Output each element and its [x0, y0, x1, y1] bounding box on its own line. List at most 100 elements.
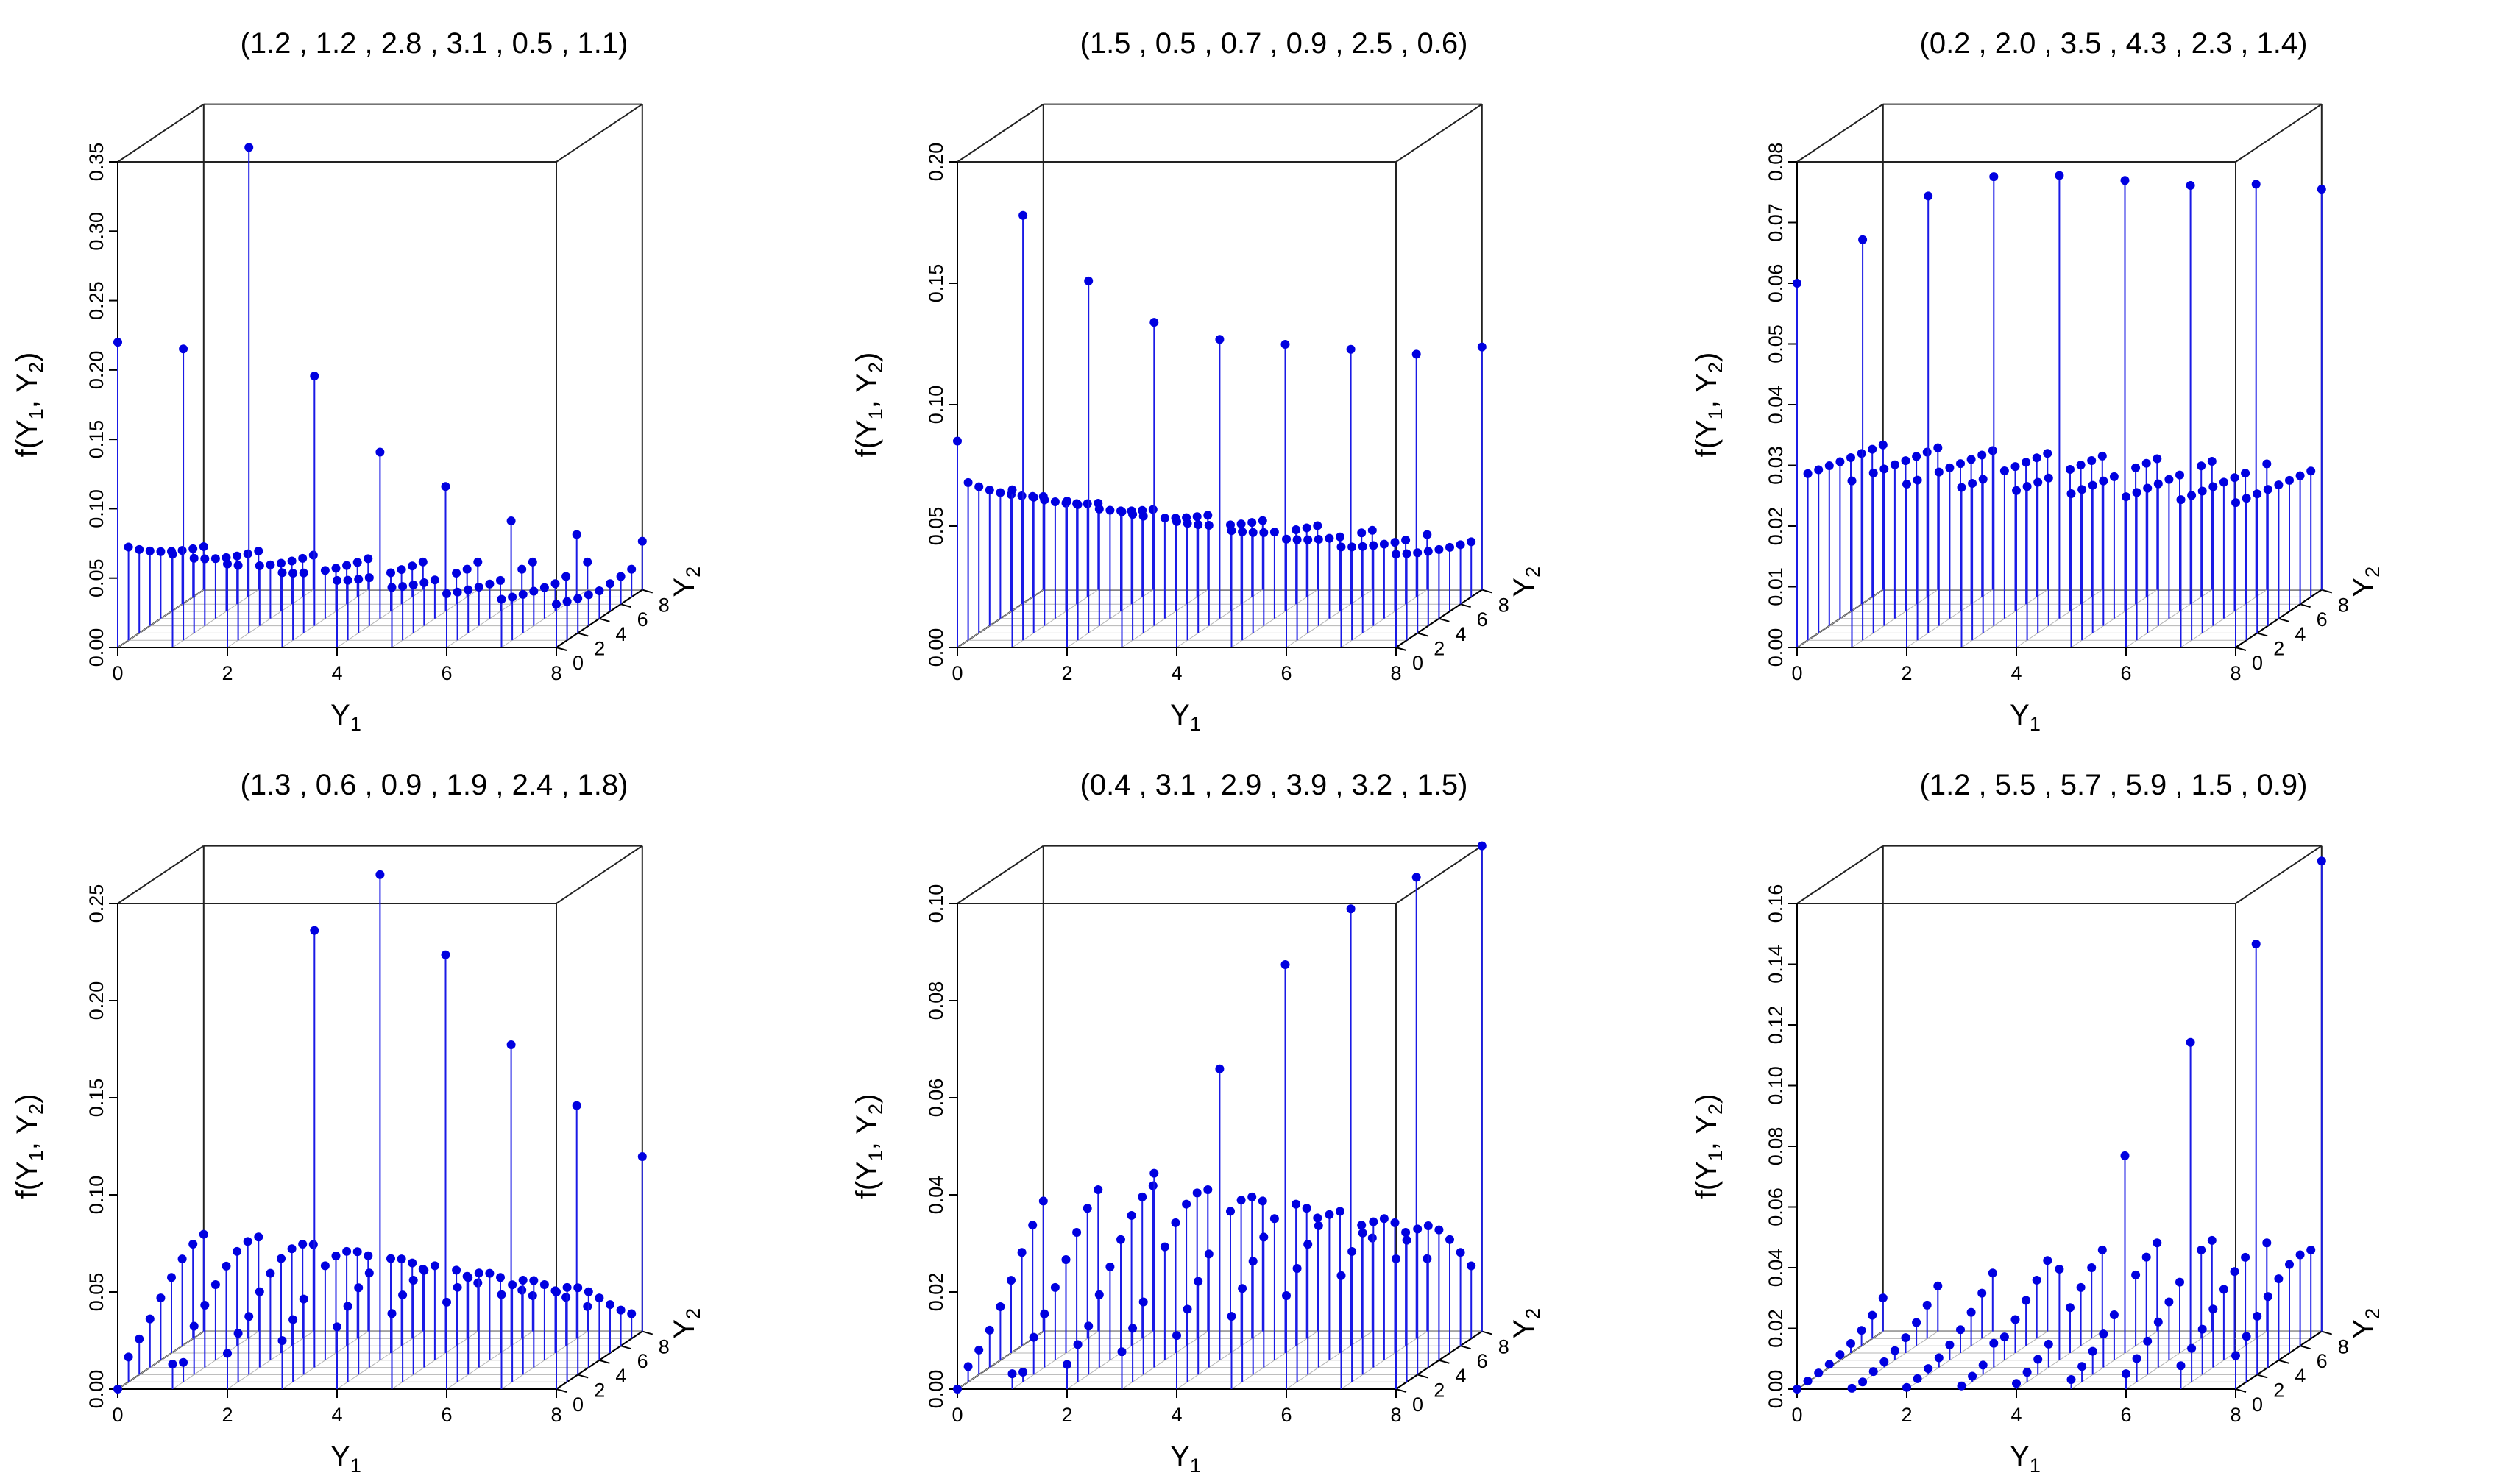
data-point [1999, 466, 2009, 475]
data-point [2066, 1303, 2075, 1313]
data-point [1303, 535, 1313, 544]
x-axis-label: Y1 [1170, 1441, 1201, 1477]
data-point [627, 564, 637, 574]
data-point [266, 560, 275, 569]
data-point [343, 575, 352, 585]
data-point [1390, 538, 1400, 547]
data-point [1325, 533, 1334, 543]
floor-grid-line [1231, 1331, 1318, 1390]
z-tick-label: 0.15 [85, 1079, 107, 1118]
data-point [1302, 523, 1311, 533]
data-point [1467, 1261, 1476, 1271]
data-point [308, 1240, 318, 1249]
data-point [1423, 1221, 1433, 1231]
data-point [1956, 459, 1965, 469]
data-point [550, 579, 560, 589]
z-tick-label: 0.05 [85, 1273, 107, 1312]
y-tick-mark [2256, 632, 2268, 637]
data-point [408, 561, 417, 571]
data-point [1824, 1360, 1834, 1369]
data-point [277, 568, 287, 578]
data-point [2066, 465, 2075, 475]
peak-point [1084, 276, 1094, 285]
box-edge [1395, 845, 1483, 904]
data-point [1956, 1325, 1965, 1335]
chart-svg: (0.4 , 3.1 , 2.9 , 3.9 , 3.2 , 1.5)0 2 4 6 8… [851, 769, 1544, 1477]
data-point [2230, 1267, 2239, 1277]
data-point [2087, 456, 2097, 466]
data-point [1392, 1254, 1400, 1263]
peak-point [637, 1152, 647, 1161]
data-point [595, 1293, 604, 1303]
data-point [1040, 495, 1049, 505]
z-tick-label: 0.20 [925, 143, 947, 182]
peak-point [1149, 318, 1159, 327]
data-point [1846, 1338, 1855, 1348]
data-point [1901, 1333, 1910, 1343]
x-tick-label: 0 [952, 1404, 963, 1426]
data-point [561, 572, 571, 581]
z-tick-label: 0.10 [1765, 1066, 1787, 1105]
chart-svg: (1.2 , 1.2 , 2.8 , 3.1 , 0.5 , 1.1)0 2 4 6 8… [11, 27, 704, 735]
data-point [1050, 497, 1060, 507]
chart-title: (1.2 , 5.5 , 5.7 , 5.9 , 1.5 , 0.9) [1920, 769, 2308, 801]
data-point [496, 1273, 505, 1282]
data-point [1050, 1282, 1060, 1292]
panel-2: (0.2 , 2.0 , 3.5 , 4.3 , 2.3 , 1.4) 0 2 4 6 8… [1679, 0, 2519, 742]
data-point [188, 544, 198, 553]
data-point [343, 1302, 352, 1311]
x-tick-label: 6 [441, 662, 452, 684]
data-point [397, 565, 406, 575]
data-point [2253, 489, 2262, 499]
x-tick-label: 0 [112, 1404, 123, 1426]
data-point [243, 549, 252, 558]
z-tick-label: 0.20 [85, 351, 107, 390]
data-point [364, 1268, 374, 1278]
data-point [627, 1309, 637, 1318]
peak-point [637, 536, 647, 546]
data-point [1269, 528, 1279, 537]
data-point [2010, 462, 2020, 472]
data-point [1117, 507, 1127, 516]
data-point [2285, 475, 2294, 485]
box-edge [117, 845, 205, 904]
peak-point [310, 926, 319, 935]
data-point [2076, 461, 2086, 470]
data-point [2197, 486, 2207, 496]
z-tick-label: 0.08 [1765, 1127, 1787, 1166]
data-point [156, 1293, 166, 1303]
data-point [1226, 1207, 1235, 1216]
x-tick-label: 2 [222, 662, 233, 684]
y-tick-label: 6 [637, 1350, 648, 1372]
y-tick-label: 2 [1434, 637, 1445, 659]
data-point [1413, 548, 1423, 558]
peak-point [1280, 340, 1290, 349]
y-tick-label: 8 [659, 594, 670, 617]
data-point [1203, 511, 1213, 520]
peak-point [572, 1101, 581, 1110]
data-point [996, 1302, 1005, 1311]
peak-point [1084, 1321, 1094, 1331]
data-point [1028, 1221, 1038, 1230]
data-point [2043, 449, 2052, 458]
data-point [200, 1300, 210, 1310]
data-point [1194, 1277, 1203, 1286]
data-point [177, 546, 187, 555]
y-tick-mark [1439, 1359, 1450, 1364]
y-tick-label: 4 [1455, 623, 1466, 645]
data-point [2153, 1317, 2163, 1327]
data-point [2022, 1368, 2032, 1377]
y-tick-mark [1417, 1374, 1428, 1379]
x-tick-label: 4 [331, 1404, 342, 1426]
data-point [298, 553, 308, 563]
chart-title: (1.3 , 0.6 , 0.9 , 1.9 , 2.4 , 1.8) [241, 769, 628, 801]
data-point [2066, 489, 2076, 498]
data-point [1977, 1288, 1987, 1298]
y-axis-label: Y2 [668, 1308, 704, 1339]
y-tick-mark [1460, 603, 1471, 608]
y-tick-label: 6 [1477, 1350, 1488, 1372]
y-tick-label: 2 [1434, 1379, 1445, 1401]
data-point [308, 550, 318, 560]
data-point [1314, 534, 1323, 544]
peak-point [375, 447, 385, 457]
